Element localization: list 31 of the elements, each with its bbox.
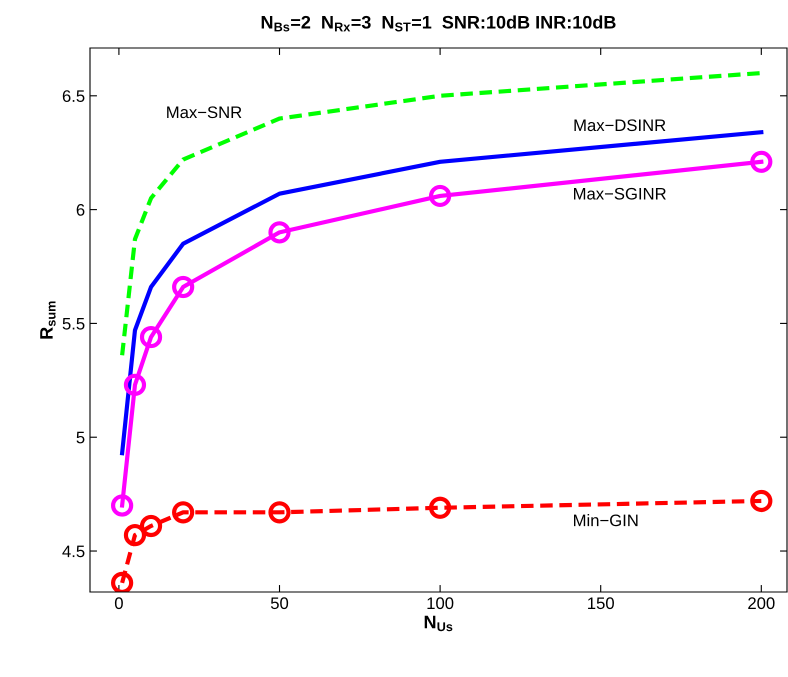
- y-tick-label: 6.5: [62, 90, 84, 102]
- point: [428, 496, 452, 519]
- x-tick-label: 100: [427, 597, 454, 610]
- y-tick-label: 4.5: [62, 546, 84, 558]
- point: [268, 221, 291, 244]
- y-tick-label: 5: [76, 432, 84, 444]
- point: [124, 524, 146, 546]
- point: [750, 150, 772, 173]
- y-tick-label: 5.5: [62, 318, 84, 330]
- x-axis-title: N$_{Us}$: [424, 616, 452, 632]
- point: [750, 490, 772, 512]
- point: [111, 494, 134, 517]
- point: [140, 514, 162, 538]
- point: [124, 374, 146, 396]
- series-label: Max−SGINR: [574, 188, 666, 200]
- x-tick-label: 150: [588, 597, 614, 610]
- line-series: [120, 130, 764, 456]
- y-tick-label: 6: [76, 204, 84, 216]
- chart-title: N$_{Bs}$=2 N$_{Rx}$=3 N$_{ST}$=1 SNR:10dB INR:10dB: [262, 15, 616, 32]
- point: [268, 501, 291, 524]
- x-tick-label: 50: [270, 597, 288, 610]
- series-label: Max−SNR: [167, 106, 242, 118]
- series-label: Min−GIN: [574, 514, 638, 526]
- point: [428, 184, 452, 208]
- y-axis-title: R$_{sum}$: [40, 301, 56, 339]
- point: [140, 326, 162, 348]
- series-label: Max−DSINR: [574, 119, 666, 132]
- point: [172, 501, 194, 524]
- point: [172, 276, 194, 298]
- x-tick-label: 0: [114, 597, 123, 610]
- x-tick-label: 200: [748, 597, 775, 610]
